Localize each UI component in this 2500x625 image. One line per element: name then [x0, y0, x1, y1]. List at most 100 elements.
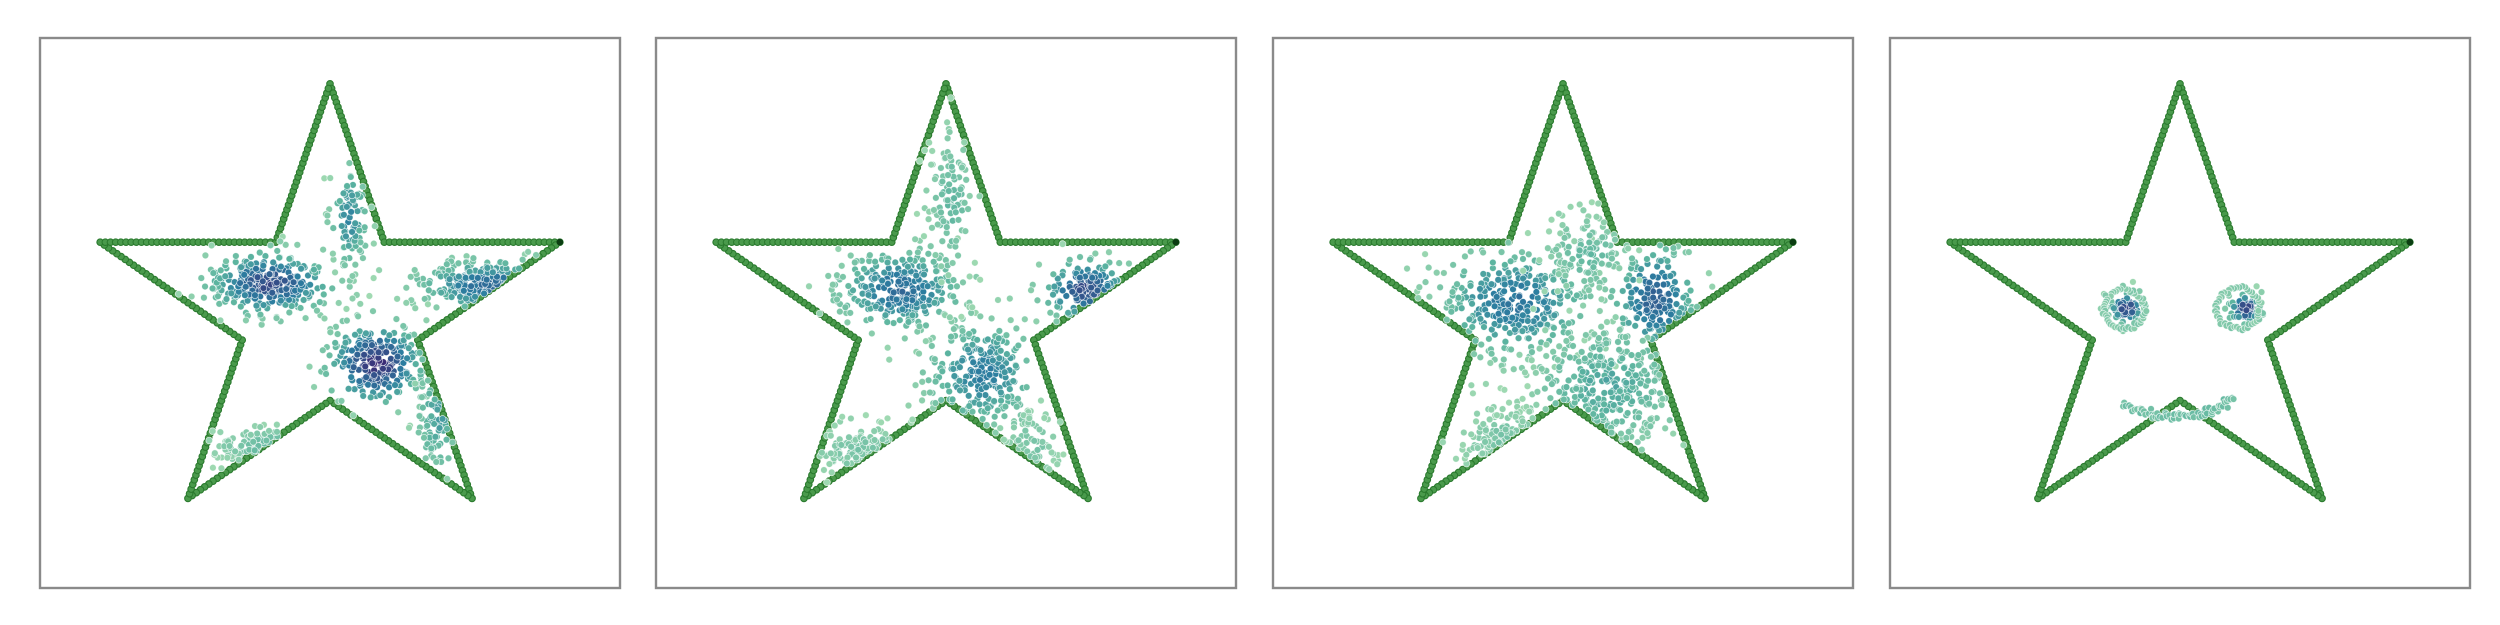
- data-point: [805, 282, 813, 291]
- data-point: [1045, 443, 1053, 451]
- data-point: [852, 453, 860, 462]
- data-point: [348, 228, 356, 236]
- data-point: [334, 299, 343, 307]
- data-point: [1075, 286, 1084, 295]
- data-point: [250, 446, 259, 455]
- data-point: [2235, 313, 2243, 321]
- data-point: [1466, 247, 1475, 256]
- data-point: [285, 255, 294, 263]
- data-point: [878, 435, 887, 444]
- data-point: [827, 431, 835, 440]
- data-point: [347, 373, 355, 381]
- data-point: [1602, 339, 1611, 348]
- boundary-endpoint: [1172, 238, 1180, 246]
- data-point: [1519, 311, 1527, 320]
- data-point: [1445, 297, 1454, 306]
- data-point: [316, 298, 324, 306]
- data-point: [892, 295, 901, 304]
- data-point: [461, 302, 469, 311]
- data-point: [1583, 217, 1591, 226]
- data-point: [237, 302, 245, 311]
- data-point: [870, 436, 879, 444]
- data-point: [1650, 360, 1659, 369]
- data-point: [1503, 308, 1511, 317]
- data-point: [837, 441, 846, 449]
- data-point: [950, 194, 958, 202]
- data-point: [1645, 400, 1653, 408]
- data-point: [1589, 386, 1597, 395]
- data-point: [342, 232, 350, 241]
- data-point: [883, 343, 892, 352]
- data-point: [367, 203, 376, 212]
- data-point: [1044, 299, 1052, 307]
- data-point: [1536, 320, 1544, 329]
- data-point: [952, 237, 960, 245]
- data-point: [275, 253, 283, 262]
- data-point: [919, 368, 927, 377]
- data-point: [382, 398, 390, 406]
- data-point: [268, 288, 276, 297]
- data-point: [1631, 322, 1639, 330]
- data-point: [1638, 445, 1646, 454]
- data-point: [411, 360, 420, 368]
- data-point: [247, 253, 255, 261]
- data-point: [838, 413, 846, 421]
- data-point: [1646, 415, 1655, 423]
- data-point: [881, 311, 890, 319]
- data-point: [883, 414, 892, 423]
- data-point: [423, 422, 431, 430]
- data-point: [989, 356, 997, 365]
- data-point: [851, 258, 859, 267]
- data-point: [1478, 449, 1487, 458]
- data-point: [394, 408, 402, 417]
- data-point: [1481, 438, 1489, 446]
- data-point: [926, 242, 935, 250]
- data-point: [959, 278, 967, 287]
- data-point: [348, 294, 357, 303]
- boundary-point: [1557, 84, 1566, 93]
- data-point: [1432, 268, 1441, 277]
- data-point: [1542, 340, 1551, 349]
- data-point: [878, 276, 886, 285]
- data-point: [427, 412, 436, 421]
- data-point: [1549, 331, 1557, 339]
- data-point: [1595, 345, 1604, 354]
- data-point: [2221, 304, 2229, 313]
- data-point: [904, 401, 913, 410]
- data-point: [1547, 215, 1556, 224]
- data-point: [944, 171, 952, 179]
- data-point: [960, 199, 969, 207]
- data-point: [1594, 199, 1602, 208]
- data-point: [924, 376, 933, 385]
- data-point: [1535, 256, 1544, 264]
- data-point: [252, 264, 260, 273]
- data-point: [402, 284, 411, 292]
- data-point: [954, 216, 963, 224]
- data-point: [1560, 395, 1568, 404]
- data-point: [982, 421, 991, 429]
- data-point: [273, 428, 281, 436]
- data-point: [986, 364, 995, 373]
- data-point: [1088, 273, 1096, 282]
- data-point: [1669, 429, 1677, 438]
- data-point: [293, 272, 302, 281]
- data-point: [469, 254, 478, 262]
- data-point: [370, 371, 378, 379]
- data-point: [1563, 292, 1572, 300]
- data-point: [399, 336, 408, 345]
- data-point: [448, 438, 457, 447]
- data-point: [232, 252, 240, 260]
- data-point: [939, 217, 948, 225]
- data-point: [253, 429, 261, 438]
- scatter-panel-4: [1888, 36, 2472, 590]
- data-point: [217, 266, 225, 275]
- data-point: [1554, 287, 1562, 295]
- data-point: [1666, 416, 1674, 424]
- data-point: [911, 235, 919, 243]
- data-point: [1659, 280, 1668, 289]
- data-point: [1460, 321, 1469, 329]
- data-point: [1474, 444, 1482, 452]
- data-point: [501, 259, 510, 268]
- data-point: [1033, 296, 1042, 305]
- data-point: [1669, 244, 1678, 252]
